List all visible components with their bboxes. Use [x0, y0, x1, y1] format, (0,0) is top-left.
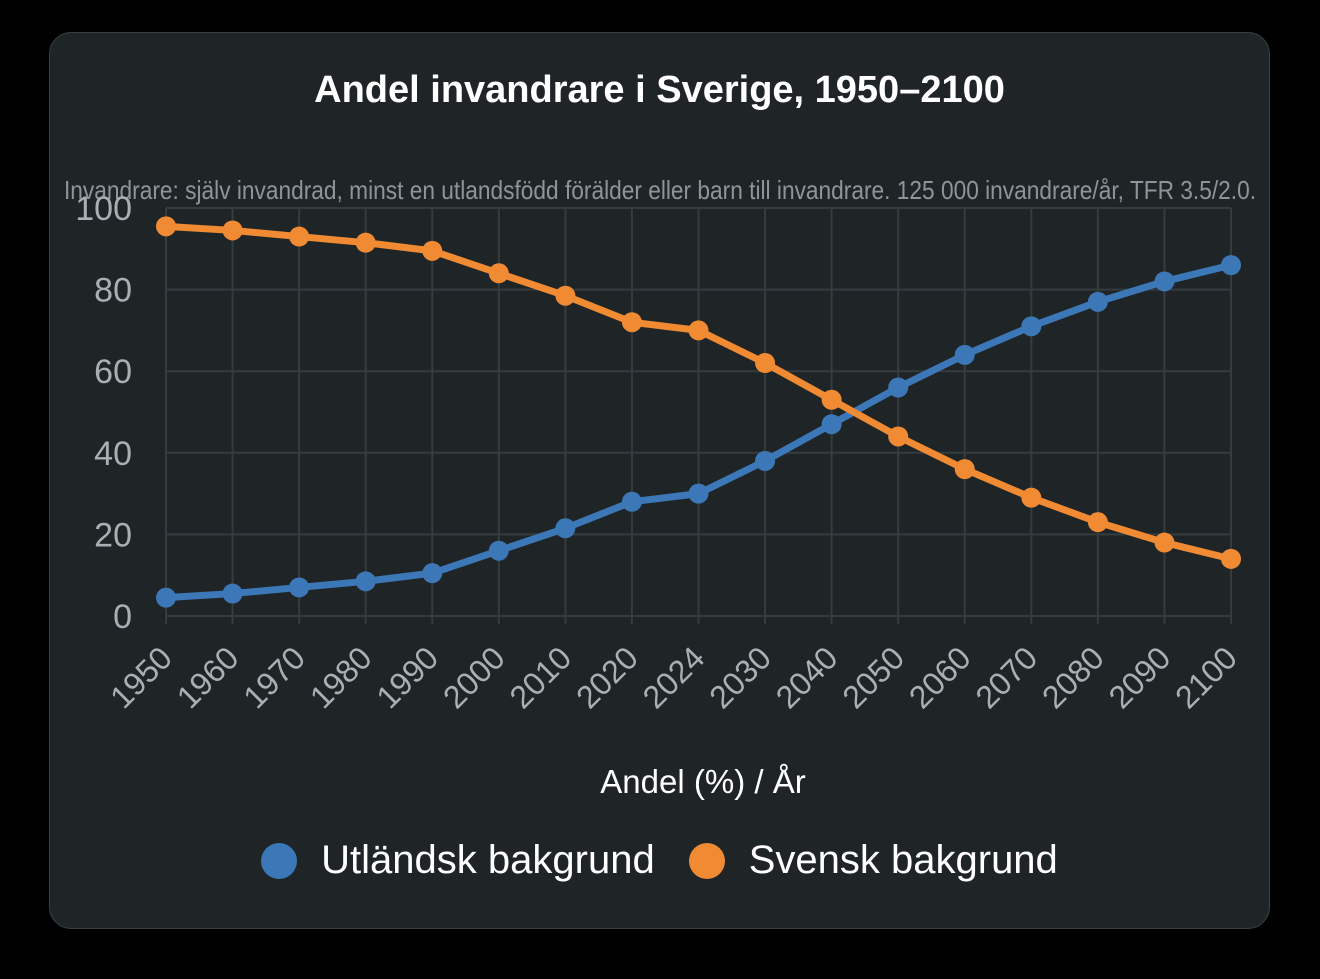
- x-tick-label: 1950: [103, 639, 179, 715]
- data-point: [555, 518, 576, 539]
- y-tick-label: 0: [113, 598, 132, 636]
- x-tick-label: 2020: [569, 639, 645, 715]
- data-point: [821, 389, 842, 410]
- y-tick-label: 60: [94, 353, 132, 391]
- data-point: [222, 583, 243, 604]
- data-point: [156, 216, 176, 237]
- chart-subtitle: Invandrare: själv invandrad, minst en ut…: [64, 175, 1256, 205]
- x-tick-label: 2080: [1035, 639, 1111, 715]
- data-point: [755, 353, 776, 374]
- legend-label: Utländsk bakgrund: [321, 838, 655, 882]
- data-point: [621, 312, 642, 333]
- data-point: [422, 240, 443, 261]
- x-tick-label: 2030: [702, 639, 778, 715]
- data-point: [954, 459, 975, 480]
- data-point: [621, 491, 642, 512]
- data-point: [488, 263, 509, 284]
- y-tick-label: 100: [75, 190, 132, 228]
- chart-card: Andel invandrare i Sverige, 1950–2100 In…: [49, 32, 1270, 929]
- y-tick-label: 20: [94, 516, 132, 554]
- x-tick-label: 2024: [636, 639, 712, 715]
- legend-marker: [688, 842, 725, 879]
- x-tick-label: 2060: [902, 639, 978, 715]
- x-tick-label: 2070: [968, 639, 1044, 715]
- data-point: [1021, 316, 1042, 337]
- data-point: [954, 344, 975, 365]
- data-point: [1087, 291, 1108, 312]
- data-point: [222, 220, 243, 241]
- y-tick-label: 40: [94, 435, 132, 473]
- legend-item-2: Svensk bakgrund: [688, 838, 1058, 883]
- data-point: [888, 426, 909, 447]
- x-tick-label: 2100: [1168, 639, 1244, 715]
- data-point: [156, 587, 176, 608]
- data-point: [1021, 487, 1042, 508]
- x-tick-label: 2090: [1102, 639, 1178, 715]
- data-point: [1154, 532, 1175, 553]
- data-point: [1087, 512, 1108, 533]
- x-tick-label: 2050: [835, 639, 911, 715]
- data-point: [688, 483, 709, 504]
- x-tick-label: 1980: [303, 639, 379, 715]
- data-point: [755, 450, 776, 471]
- x-tick-label: 1990: [369, 639, 445, 715]
- legend-marker: [261, 842, 298, 879]
- y-tick-label: 80: [94, 272, 132, 310]
- legend-label: Svensk bakgrund: [748, 838, 1058, 882]
- x-tick-label: 2040: [769, 639, 845, 715]
- data-point: [821, 414, 842, 435]
- data-point: [289, 577, 310, 598]
- data-point: [488, 540, 509, 561]
- line-chart: Invandrare: själv invandrad, minst en ut…: [64, 175, 1256, 800]
- data-point: [888, 377, 909, 398]
- data-point: [355, 571, 376, 592]
- legend-item-1: Utländsk bakgrund: [261, 838, 655, 883]
- data-point: [422, 563, 443, 584]
- data-point: [289, 226, 310, 247]
- x-tick-label: 1970: [236, 639, 312, 715]
- chart-legend: Utländsk bakgrund Svensk bakgrund: [50, 838, 1269, 883]
- data-point: [1221, 548, 1241, 569]
- x-tick-label: 2010: [503, 639, 579, 715]
- data-point: [355, 232, 376, 253]
- data-point: [1221, 255, 1241, 276]
- x-axis-label: Andel (%) / År: [600, 763, 805, 800]
- data-point: [688, 320, 709, 341]
- data-point: [555, 285, 576, 306]
- x-tick-label: 1960: [170, 639, 246, 715]
- x-tick-label: 2000: [436, 639, 512, 715]
- chart-title: Andel invandrare i Sverige, 1950–2100: [314, 69, 1005, 111]
- data-point: [1154, 271, 1175, 292]
